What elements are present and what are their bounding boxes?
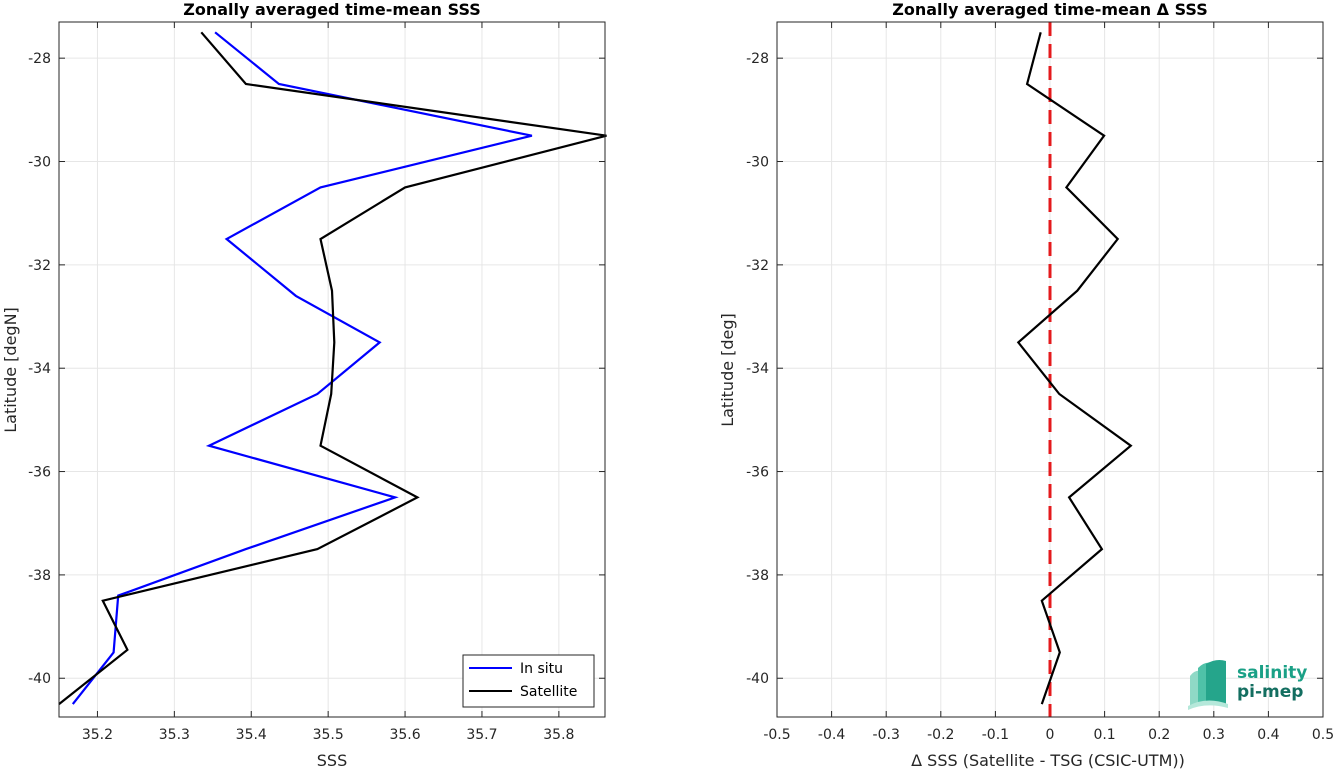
- y-tick-label-left: -34: [28, 361, 51, 377]
- legend-label-in-situ: In situ: [520, 661, 563, 677]
- series-line-left-0: [71, 31, 533, 705]
- x-tick-label-right: -0.4: [818, 727, 845, 743]
- y-tick-label-left: -38: [28, 568, 51, 584]
- y-tick-label-left: -40: [28, 671, 51, 687]
- x-tick-label-left: 35.8: [543, 727, 574, 743]
- x-axis-label-left: SSS: [317, 751, 347, 769]
- series-line-right-0: [1016, 32, 1133, 705]
- wave-icon: [1188, 660, 1228, 710]
- legend-label-satellite: Satellite: [520, 684, 577, 700]
- x-tick-label-right: -0.2: [927, 727, 954, 743]
- y-axis-label-left: Latitude [degN]: [1, 307, 20, 433]
- y-tick-label-right: -40: [746, 671, 769, 687]
- y-tick-label-right: -28: [746, 51, 769, 67]
- y-tick-label-right: -36: [746, 465, 769, 481]
- y-tick-label-right: -32: [746, 258, 769, 274]
- panel-right-delta-sss: -0.5 -0.4 -0.3 -0.2 -0.1 0 0.1 0.2 0.3 0.4 0.5 -28 -…: [718, 0, 1334, 769]
- x-axis-label-right: Δ SSS (Satellite - TSG (CSIC-UTM)): [911, 751, 1185, 769]
- x-tick-label-right: -0.1: [982, 727, 1009, 743]
- x-tick-label-left: 35.6: [389, 727, 420, 743]
- logo-text-salinity: salinity: [1237, 663, 1307, 683]
- series-right: [1016, 32, 1133, 705]
- x-tick-label-right: 0.3: [1203, 727, 1225, 743]
- y-axis-label-right: Latitude [deg]: [718, 313, 737, 427]
- x-tick-label-left: 35.2: [82, 727, 113, 743]
- ticks-right: -0.5 -0.4 -0.3 -0.2 -0.1 0 0.1 0.2 0.3 0.4 0.5 -28 -…: [746, 22, 1334, 743]
- chart-title-left: Zonally averaged time-mean SSS: [183, 0, 481, 19]
- series-left: [58, 31, 607, 705]
- x-tick-label-right: 0: [1046, 727, 1055, 743]
- salinity-pi-mep-logo: salinity pi-mep: [1188, 660, 1307, 710]
- x-tick-label-left: 35.5: [313, 727, 344, 743]
- x-tick-label-right: 0.4: [1257, 727, 1279, 743]
- x-tick-label-right: -0.5: [763, 727, 790, 743]
- panel-left-sss: 35.2 35.3 35.4 35.5 35.6 35.7 35.8 -28 -30 -32 -34…: [1, 0, 607, 769]
- y-tick-label-left: -32: [28, 258, 51, 274]
- legend: In situ Satellite: [462, 654, 595, 708]
- y-tick-label-right: -38: [746, 568, 769, 584]
- y-tick-label-left: -28: [28, 51, 51, 67]
- x-tick-label-right: -0.3: [873, 727, 900, 743]
- x-tick-label-right: 0.2: [1148, 727, 1170, 743]
- y-tick-label-right: -30: [746, 155, 769, 171]
- x-tick-label-right: 0.1: [1093, 727, 1115, 743]
- chart-title-right: Zonally averaged time-mean Δ SSS: [892, 0, 1208, 19]
- x-tick-label-left: 35.4: [236, 727, 267, 743]
- plot-frame-right: [776, 21, 1324, 718]
- x-tick-label-right: 0.5: [1312, 727, 1334, 743]
- series-line-left-1: [58, 31, 607, 705]
- logo-text-pi-mep: pi-mep: [1237, 682, 1303, 702]
- x-tick-label-left: 35.7: [466, 727, 497, 743]
- y-tick-label-right: -34: [746, 361, 769, 377]
- plot-frame-left: [58, 21, 606, 718]
- ticks-left: 35.2 35.3 35.4 35.5 35.6 35.7 35.8 -28 -30 -32 -34…: [28, 22, 605, 743]
- y-tick-label-left: -36: [28, 465, 51, 481]
- x-tick-label-left: 35.3: [159, 727, 190, 743]
- y-tick-label-left: -30: [28, 155, 51, 171]
- legend-box: [462, 654, 595, 708]
